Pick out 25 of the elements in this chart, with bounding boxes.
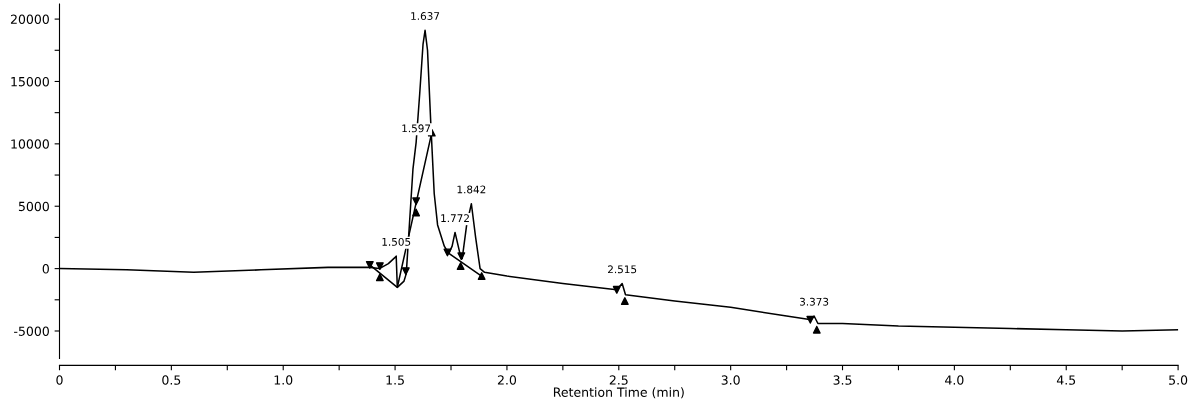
x-tick-label: 1.0 — [274, 375, 293, 385]
x-tick-label: 4.5 — [1056, 375, 1076, 385]
x-axis-title: Retention Time (min) — [553, 387, 684, 399]
y-tick-label: 0 — [42, 264, 49, 274]
annotation: 1.597 — [402, 124, 431, 133]
x-tick-label: 3.5 — [833, 375, 852, 385]
x-tick-label: 2.0 — [497, 375, 517, 385]
x-tick-label: 4.0 — [945, 375, 964, 385]
y-tick-label: 20000 — [10, 14, 49, 25]
x-tick-label: 2.5 — [609, 375, 628, 385]
x-tick-label: 0.5 — [162, 375, 181, 385]
annotation: 1.772 — [441, 214, 469, 222]
x-tick-label: 3.0 — [721, 375, 740, 385]
x-tick-label: 0 — [56, 375, 63, 385]
annotation: 1.637 — [411, 12, 440, 20]
annotation: 1.505 — [382, 237, 411, 246]
annotation: 3.373 — [799, 297, 829, 306]
y-tick-label: 10000 — [11, 139, 49, 149]
y-tick-label: -5000 — [14, 326, 49, 336]
y-tick-label: 15000 — [11, 76, 49, 87]
annotation: 2.515 — [608, 265, 637, 274]
x-tick-label: 1.5 — [386, 375, 404, 385]
annotation: 1.842 — [457, 185, 486, 194]
x-tick-label: 5.0 — [1169, 375, 1188, 385]
y-tick-label: 5000 — [18, 201, 49, 212]
